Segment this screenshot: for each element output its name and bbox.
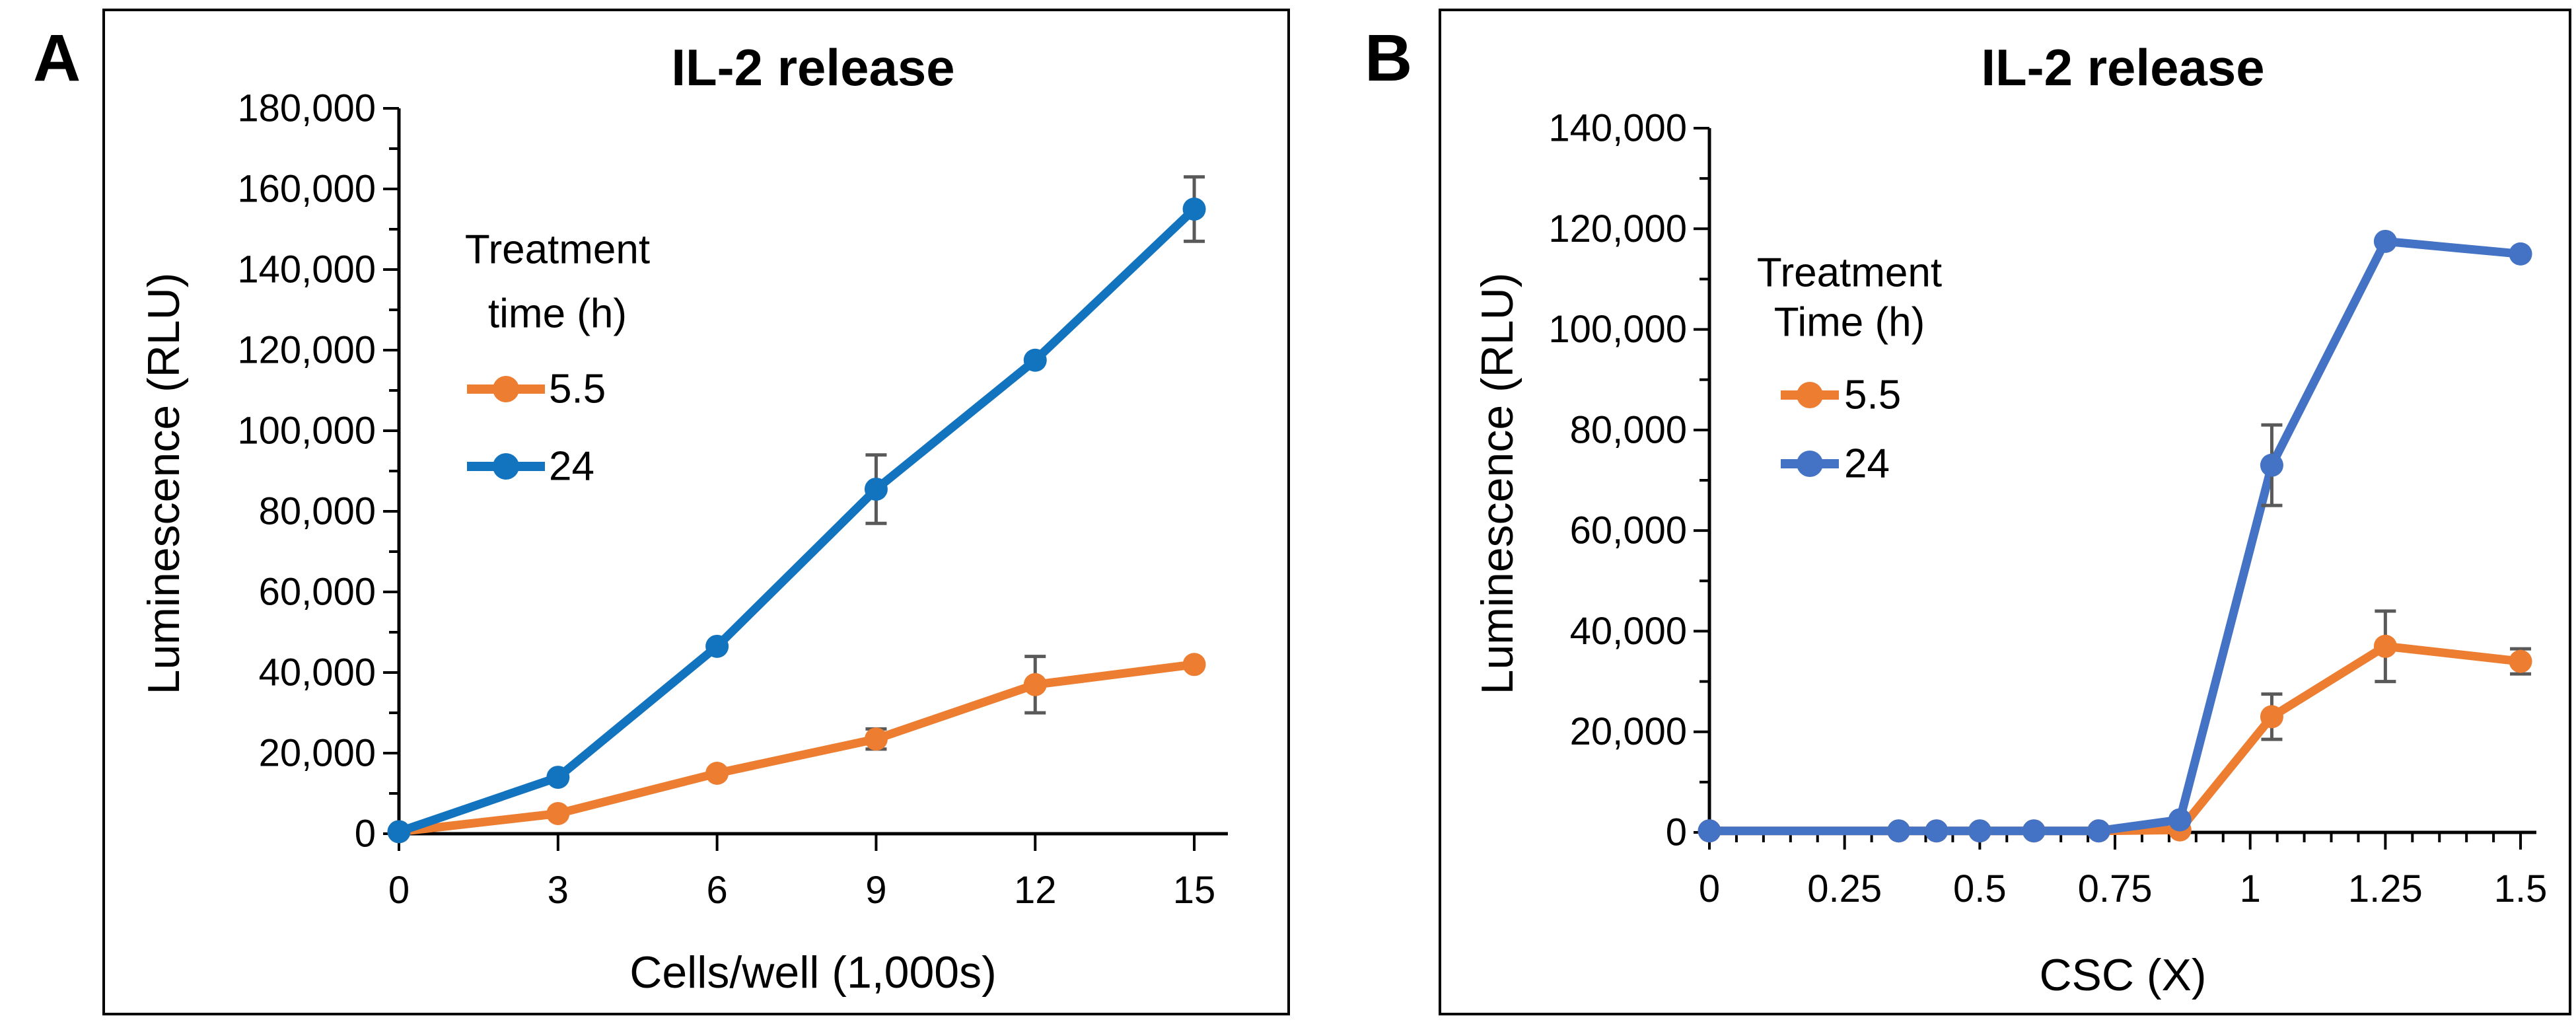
legend-entry-label: 5.5 (549, 367, 606, 412)
data-point-24 (1023, 348, 1047, 372)
x-tick-label: 15 (1173, 869, 1216, 912)
legend-marker-dot (493, 453, 519, 480)
x-tick-label: 0.25 (1807, 867, 1882, 910)
panel-box-b: IL-2 release Luminescence (RLU) CSC (X) 0 20… (1439, 9, 2571, 1015)
legend-entry-label: 5.5 (1844, 373, 1901, 418)
x-tick-label: 1.25 (2348, 867, 2423, 910)
legend-marker-dot (1797, 382, 1823, 408)
series-line-5.5 (394, 660, 1199, 836)
legend-entry-label: 24 (549, 444, 594, 490)
y-tick-label: 80,000 (1570, 408, 1687, 451)
panel-letter-a: A (33, 21, 81, 95)
chart-panel-b: IL-2 release Luminescence (RLU) CSC (X) 0 20… (1472, 38, 2548, 1000)
y-tick-label: 60,000 (259, 571, 376, 614)
y-tick-label: 0 (1666, 811, 1687, 854)
data-point-5.5 (546, 802, 570, 825)
legend-title-line: time (h) (488, 291, 627, 337)
legend-marker-dot (493, 376, 519, 402)
data-point-24 (2373, 229, 2397, 253)
panel-letter-b: B (1365, 21, 1413, 95)
data-point-5.5 (864, 727, 888, 751)
data-point-5.5 (1182, 653, 1206, 676)
chart-title: IL-2 release (1981, 38, 2264, 96)
y-tick-label: 0 (355, 813, 376, 856)
y-tick-label: 20,000 (1570, 710, 1687, 753)
chart-title: IL-2 release (671, 38, 954, 96)
x-tick-label: 6 (706, 869, 727, 912)
series-line-5.5 (1705, 641, 2525, 836)
data-point-24 (546, 766, 570, 789)
x-tick-label: 0 (1699, 867, 1720, 910)
legend-marker-dot (1797, 451, 1823, 477)
x-tick-label: 0.5 (1953, 867, 2007, 910)
legend-title-line: Treatment (465, 227, 650, 273)
data-point-24 (2087, 819, 2110, 843)
x-tick-label: 12 (1014, 869, 1057, 912)
panel-box-a: IL-2 release Luminescence (RLU) Cells/well… (102, 9, 1290, 1015)
y-axis-label: Luminescence (RLU) (139, 273, 189, 695)
x-tick-label: 1 (2240, 867, 2261, 910)
y-tick-label: 140,000 (237, 248, 376, 291)
x-tick-label: 0 (388, 869, 410, 912)
data-point-24 (705, 634, 729, 658)
x-tick-label: 1.5 (2494, 867, 2548, 910)
data-point-5.5 (2509, 649, 2532, 673)
y-tick-label: 20,000 (259, 732, 376, 775)
y-tick-label: 140,000 (1548, 107, 1687, 150)
chart-panel-a: IL-2 release Luminescence (RLU) Cells/well… (139, 38, 1228, 998)
data-point-24 (1887, 819, 1911, 843)
data-point-5.5 (2260, 705, 2283, 729)
x-tick-label: 0.75 (2078, 867, 2153, 910)
legend-title-line: Time (h) (1774, 300, 1925, 346)
series-line-24 (394, 205, 1199, 836)
y-tick-label: 120,000 (1548, 207, 1687, 250)
data-point-24 (1698, 819, 1721, 843)
legend-entry-label: 24 (1844, 441, 1890, 487)
data-point-24 (2022, 819, 2046, 843)
data-point-5.5 (2373, 634, 2397, 658)
y-axis-label: Luminescence (RLU) (1472, 273, 1522, 695)
data-point-24 (2260, 453, 2283, 477)
data-point-5.5 (1023, 673, 1047, 696)
data-point-24 (387, 820, 411, 844)
data-point-24 (1182, 198, 1206, 221)
data-point-5.5 (705, 762, 729, 785)
y-tick-label: 40,000 (259, 651, 376, 694)
y-tick-label: 80,000 (259, 490, 376, 533)
x-tick-label: 9 (865, 869, 886, 912)
y-tick-label: 160,000 (237, 168, 376, 211)
y-tick-label: 180,000 (237, 87, 376, 130)
x-axis-label: Cells/well (1,000s) (629, 947, 997, 998)
y-tick-label: 100,000 (237, 410, 376, 453)
data-point-24 (864, 477, 888, 501)
y-tick-label: 100,000 (1548, 308, 1687, 351)
data-point-24 (2509, 242, 2532, 266)
y-tick-label: 40,000 (1570, 610, 1687, 653)
x-axis-label: CSC (X) (2039, 950, 2206, 1000)
data-point-24 (1925, 819, 1949, 843)
legend-title-line: Treatment (1757, 250, 1942, 296)
data-point-24 (1968, 819, 1991, 843)
y-tick-label: 60,000 (1570, 509, 1687, 552)
series-line-24 (1705, 237, 2525, 836)
y-tick-label: 120,000 (237, 329, 376, 372)
x-tick-label: 3 (548, 869, 569, 912)
data-point-24 (2168, 808, 2192, 832)
